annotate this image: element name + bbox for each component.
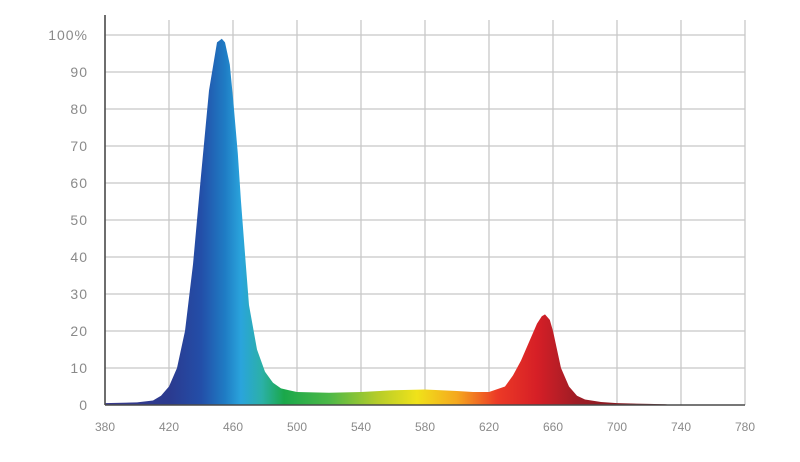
x-tick-label: 660 <box>543 420 563 434</box>
x-tick-label: 460 <box>223 420 243 434</box>
x-tick-label: 500 <box>287 420 307 434</box>
y-tick-label: 100% <box>48 27 88 43</box>
y-tick-label: 60 <box>70 175 88 191</box>
x-tick-label: 700 <box>607 420 627 434</box>
y-tick-label: 20 <box>70 323 88 339</box>
x-tick-label: 420 <box>159 420 179 434</box>
y-tick-label: 50 <box>70 212 88 228</box>
x-tick-labels: 380 420 460 500 540 580 620 660 700 740 780 <box>95 420 755 434</box>
spectrum-area <box>105 38 673 405</box>
y-tick-label: 90 <box>70 64 88 80</box>
x-tick-label: 540 <box>351 420 371 434</box>
axis-layer <box>104 15 745 406</box>
x-tick-label: 780 <box>735 420 755 434</box>
x-tick-label: 740 <box>671 420 691 434</box>
y-tick-label: 80 <box>70 101 88 117</box>
x-tick-label: 620 <box>479 420 499 434</box>
y-tick-label: 70 <box>70 138 88 154</box>
x-tick-label: 580 <box>415 420 435 434</box>
y-tick-labels: 0 10 20 30 40 50 60 70 80 90 100% <box>48 27 88 413</box>
y-tick-label: 10 <box>70 360 88 376</box>
area-layer <box>105 38 673 405</box>
y-tick-label: 40 <box>70 249 88 265</box>
y-tick-label: 0 <box>79 397 88 413</box>
y-tick-label: 30 <box>70 286 88 302</box>
x-tick-label: 380 <box>95 420 115 434</box>
